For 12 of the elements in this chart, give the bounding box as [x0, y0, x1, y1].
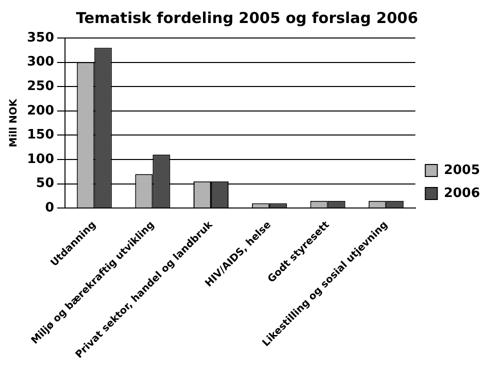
chart-title: Tematisk fordeling 2005 og forslag 2006: [76, 8, 418, 27]
y-tick-label: 200: [26, 103, 54, 118]
y-tick-label: 250: [26, 78, 54, 94]
y-tick-label: 0: [45, 200, 54, 216]
y-tick-label: 300: [26, 54, 54, 70]
y-tick-label: 50: [36, 176, 54, 192]
y-axis-title: Mill NOK: [8, 98, 20, 148]
legend-label: 2006: [444, 186, 480, 201]
y-tick-label: 150: [26, 128, 54, 143]
y-tick-label: 350: [26, 30, 54, 46]
legend-label: 2005: [444, 162, 480, 178]
y-tick-label: 100: [26, 152, 54, 167]
